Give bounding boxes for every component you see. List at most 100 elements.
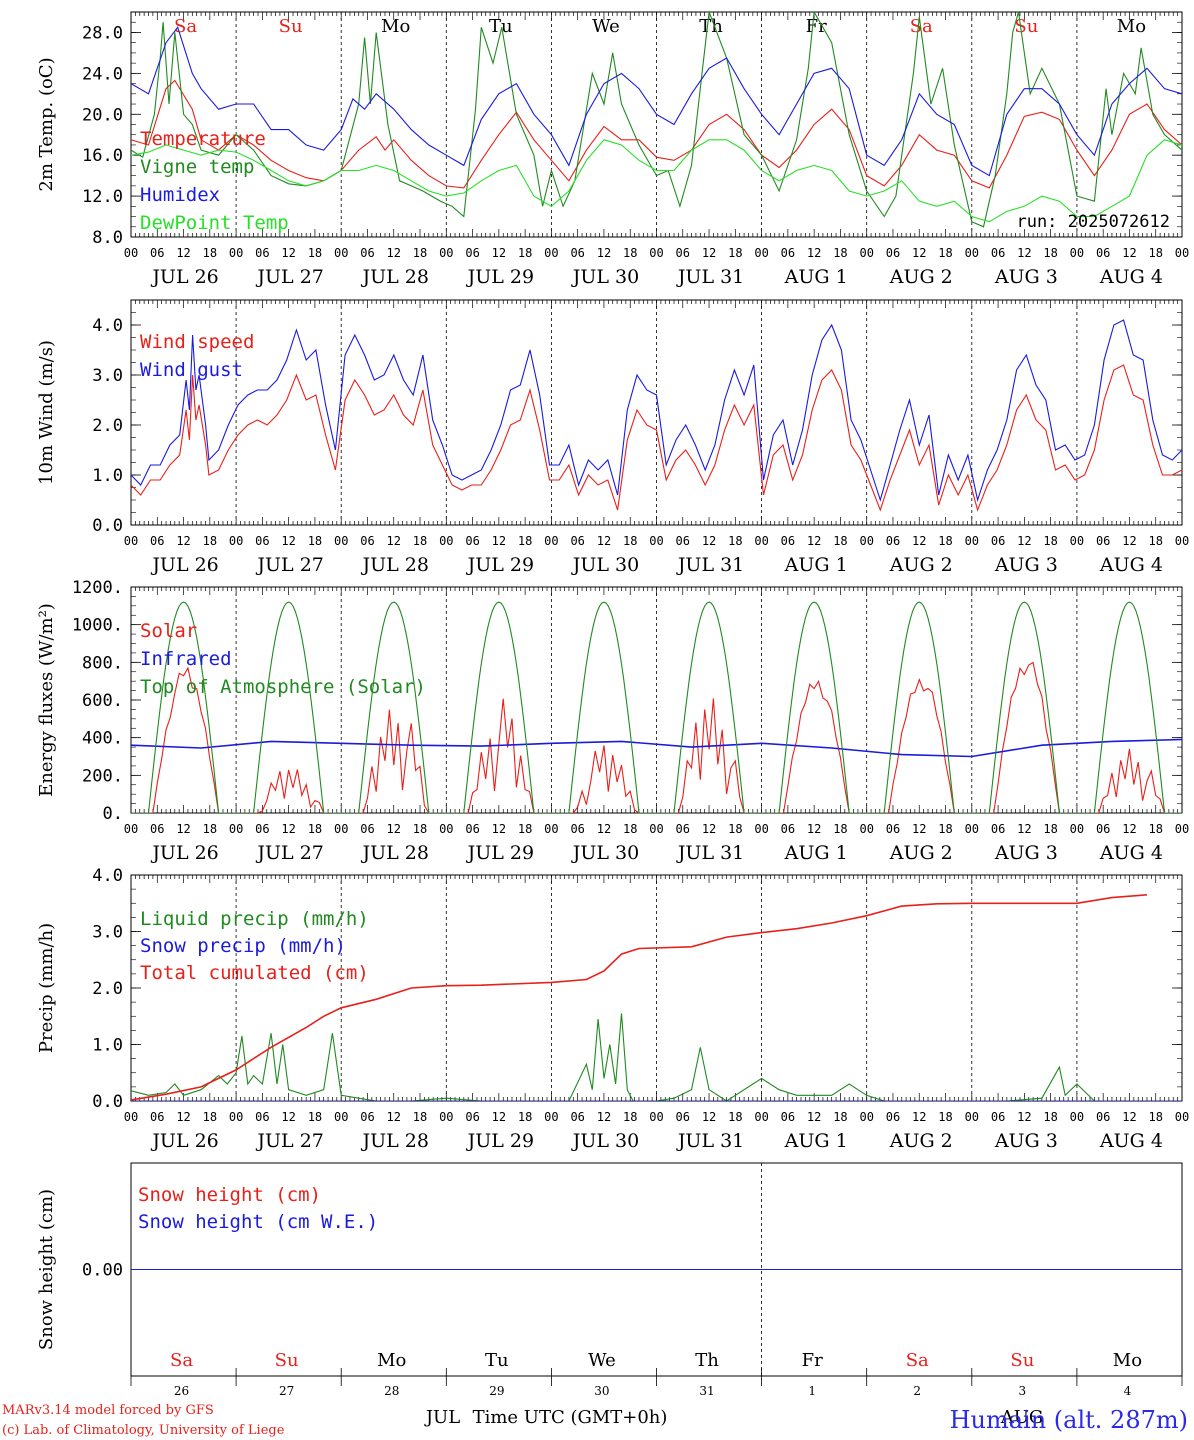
hour-tick-label: 12 — [912, 1110, 926, 1124]
hour-tick-label: 06 — [465, 822, 479, 836]
hour-tick-label: 12 — [387, 822, 401, 836]
y-axis-title: Precip (mm/h) — [36, 923, 57, 1053]
hour-tick-label: 12 — [1017, 822, 1031, 836]
y-tick-label: 0.0 — [92, 516, 123, 536]
hour-tick-label: 00 — [1175, 822, 1189, 836]
hour-tick-label: 18 — [518, 1110, 532, 1124]
hour-tick-label: 00 — [334, 246, 348, 260]
legend-entry: Solar — [140, 620, 197, 642]
hour-tick-label: 18 — [1148, 1110, 1162, 1124]
hour-tick-label: 00 — [965, 1110, 979, 1124]
series-group — [131, 894, 1182, 1101]
date-label: AUG 1 — [784, 842, 848, 864]
hour-tick-label: 06 — [991, 534, 1005, 548]
y-tick-label: 20.0 — [82, 105, 123, 125]
hour-tick-label: 06 — [360, 822, 374, 836]
hour-tick-label: 18 — [728, 246, 742, 260]
hour-tick-label: 18 — [1043, 1110, 1057, 1124]
date-label: JUL 30 — [571, 1130, 639, 1152]
hour-tick-label: 06 — [1096, 1110, 1110, 1124]
hour-tick-label: 18 — [308, 1110, 322, 1124]
legend-entry: Snow precip (mm/h) — [140, 935, 346, 957]
hour-tick-label: 18 — [413, 246, 427, 260]
station-label: Humain (alt. 287m) — [950, 1406, 1188, 1434]
legend-entry: Snow height (cm) — [138, 1184, 321, 1206]
y-axis-title: 10m Wind (m/s) — [36, 340, 57, 485]
hour-tick-label: 00 — [544, 246, 558, 260]
hour-tick-label: 06 — [465, 534, 479, 548]
hour-tick-label: 00 — [965, 246, 979, 260]
hour-tick-label: 12 — [597, 1110, 611, 1124]
hour-tick-label: 06 — [991, 822, 1005, 836]
hour-tick-label: 06 — [150, 822, 164, 836]
hour-tick-label: 00 — [544, 1110, 558, 1124]
run-label: run: 2025072612 — [1016, 212, 1170, 232]
day-number-label: 4 — [1124, 1384, 1132, 1398]
hour-tick-label: 00 — [334, 534, 348, 548]
date-label: AUG 1 — [784, 1130, 848, 1152]
plot-frame — [130, 11, 1183, 238]
hour-tick-label: 18 — [308, 246, 322, 260]
hour-tick-label: 00 — [649, 822, 663, 836]
date-label: JUL 28 — [361, 842, 429, 864]
plot-frame — [130, 299, 1183, 526]
date-label: JUL 26 — [150, 266, 218, 288]
hour-tick-label: 12 — [807, 246, 821, 260]
y-tick-label: 200. — [82, 766, 123, 786]
energy-flux-panel: 00 06 12 18 00 06 12 18 00 06 12 18 00 06 12 18 00 06 12 18… — [36, 578, 1189, 864]
hour-tick-label: 18 — [413, 534, 427, 548]
weekday-label: We — [592, 16, 620, 37]
hour-tick-label: 00 — [334, 1110, 348, 1124]
hour-tick-label: 00 — [649, 246, 663, 260]
date-label: JUL 28 — [361, 266, 429, 288]
hour-tick-label: 06 — [255, 822, 269, 836]
hour-tick-label: 06 — [570, 822, 584, 836]
date-label: JUL 29 — [466, 266, 534, 288]
date-label: JUL 29 — [466, 554, 534, 576]
date-label: JUL 26 — [150, 1130, 218, 1152]
hour-tick-label: 18 — [938, 246, 952, 260]
series-line-top-of-atmosphere-solar — [131, 601, 1182, 813]
hour-tick-label: 18 — [203, 246, 217, 260]
hour-tick-label: 06 — [781, 534, 795, 548]
y-tick-label: 600. — [82, 691, 123, 711]
hour-tick-label: 06 — [465, 1110, 479, 1124]
hour-tick-label: 06 — [886, 1110, 900, 1124]
date-label: JUL 30 — [571, 266, 639, 288]
hour-tick-label: 06 — [255, 246, 269, 260]
weekday-label: Su — [1014, 16, 1038, 37]
series-line-wind-speed — [131, 364, 1182, 512]
hour-tick-label: 12 — [281, 534, 295, 548]
date-label: JUL 26 — [150, 842, 218, 864]
y-tick-label: 3.0 — [92, 923, 123, 943]
hour-tick-label: 12 — [912, 246, 926, 260]
hour-tick-label: 18 — [623, 822, 637, 836]
series-line-solar — [131, 661, 1182, 813]
hour-tick-label: 18 — [833, 1110, 847, 1124]
y-tick-label: 24.0 — [82, 64, 123, 84]
date-label: AUG 4 — [1099, 1130, 1163, 1152]
day-number-label: 28 — [384, 1384, 399, 1398]
hour-tick-label: 18 — [518, 822, 532, 836]
hour-tick-label: 00 — [859, 534, 873, 548]
hour-tick-label: 18 — [1043, 822, 1057, 836]
hour-tick-label: 06 — [255, 534, 269, 548]
hour-tick-label: 06 — [1096, 822, 1110, 836]
series-line-infrared — [131, 738, 1182, 758]
hour-tick-label: 12 — [176, 822, 190, 836]
date-label: JUL 29 — [466, 1130, 534, 1152]
date-label: AUG 1 — [784, 554, 848, 576]
hour-tick-label: 18 — [518, 534, 532, 548]
hour-tick-label: 00 — [649, 1110, 663, 1124]
lab-credit: (c) Lab. of Climatology, University of L… — [2, 1423, 285, 1438]
day-number-label: 3 — [1019, 1384, 1027, 1398]
hour-tick-label: 00 — [1070, 822, 1084, 836]
y-tick-label: 0. — [103, 804, 123, 824]
hour-tick-label: 00 — [754, 822, 768, 836]
date-label: JUL 27 — [255, 554, 323, 576]
hour-tick-label: 18 — [203, 822, 217, 836]
date-label: JUL 31 — [676, 266, 744, 288]
series-line-liquid-precip-mm-h — [131, 1013, 1182, 1101]
wind-panel: 00 06 12 18 00 06 12 18 00 06 12 18 00 06 12 18 00 06 12 18… — [36, 299, 1189, 576]
